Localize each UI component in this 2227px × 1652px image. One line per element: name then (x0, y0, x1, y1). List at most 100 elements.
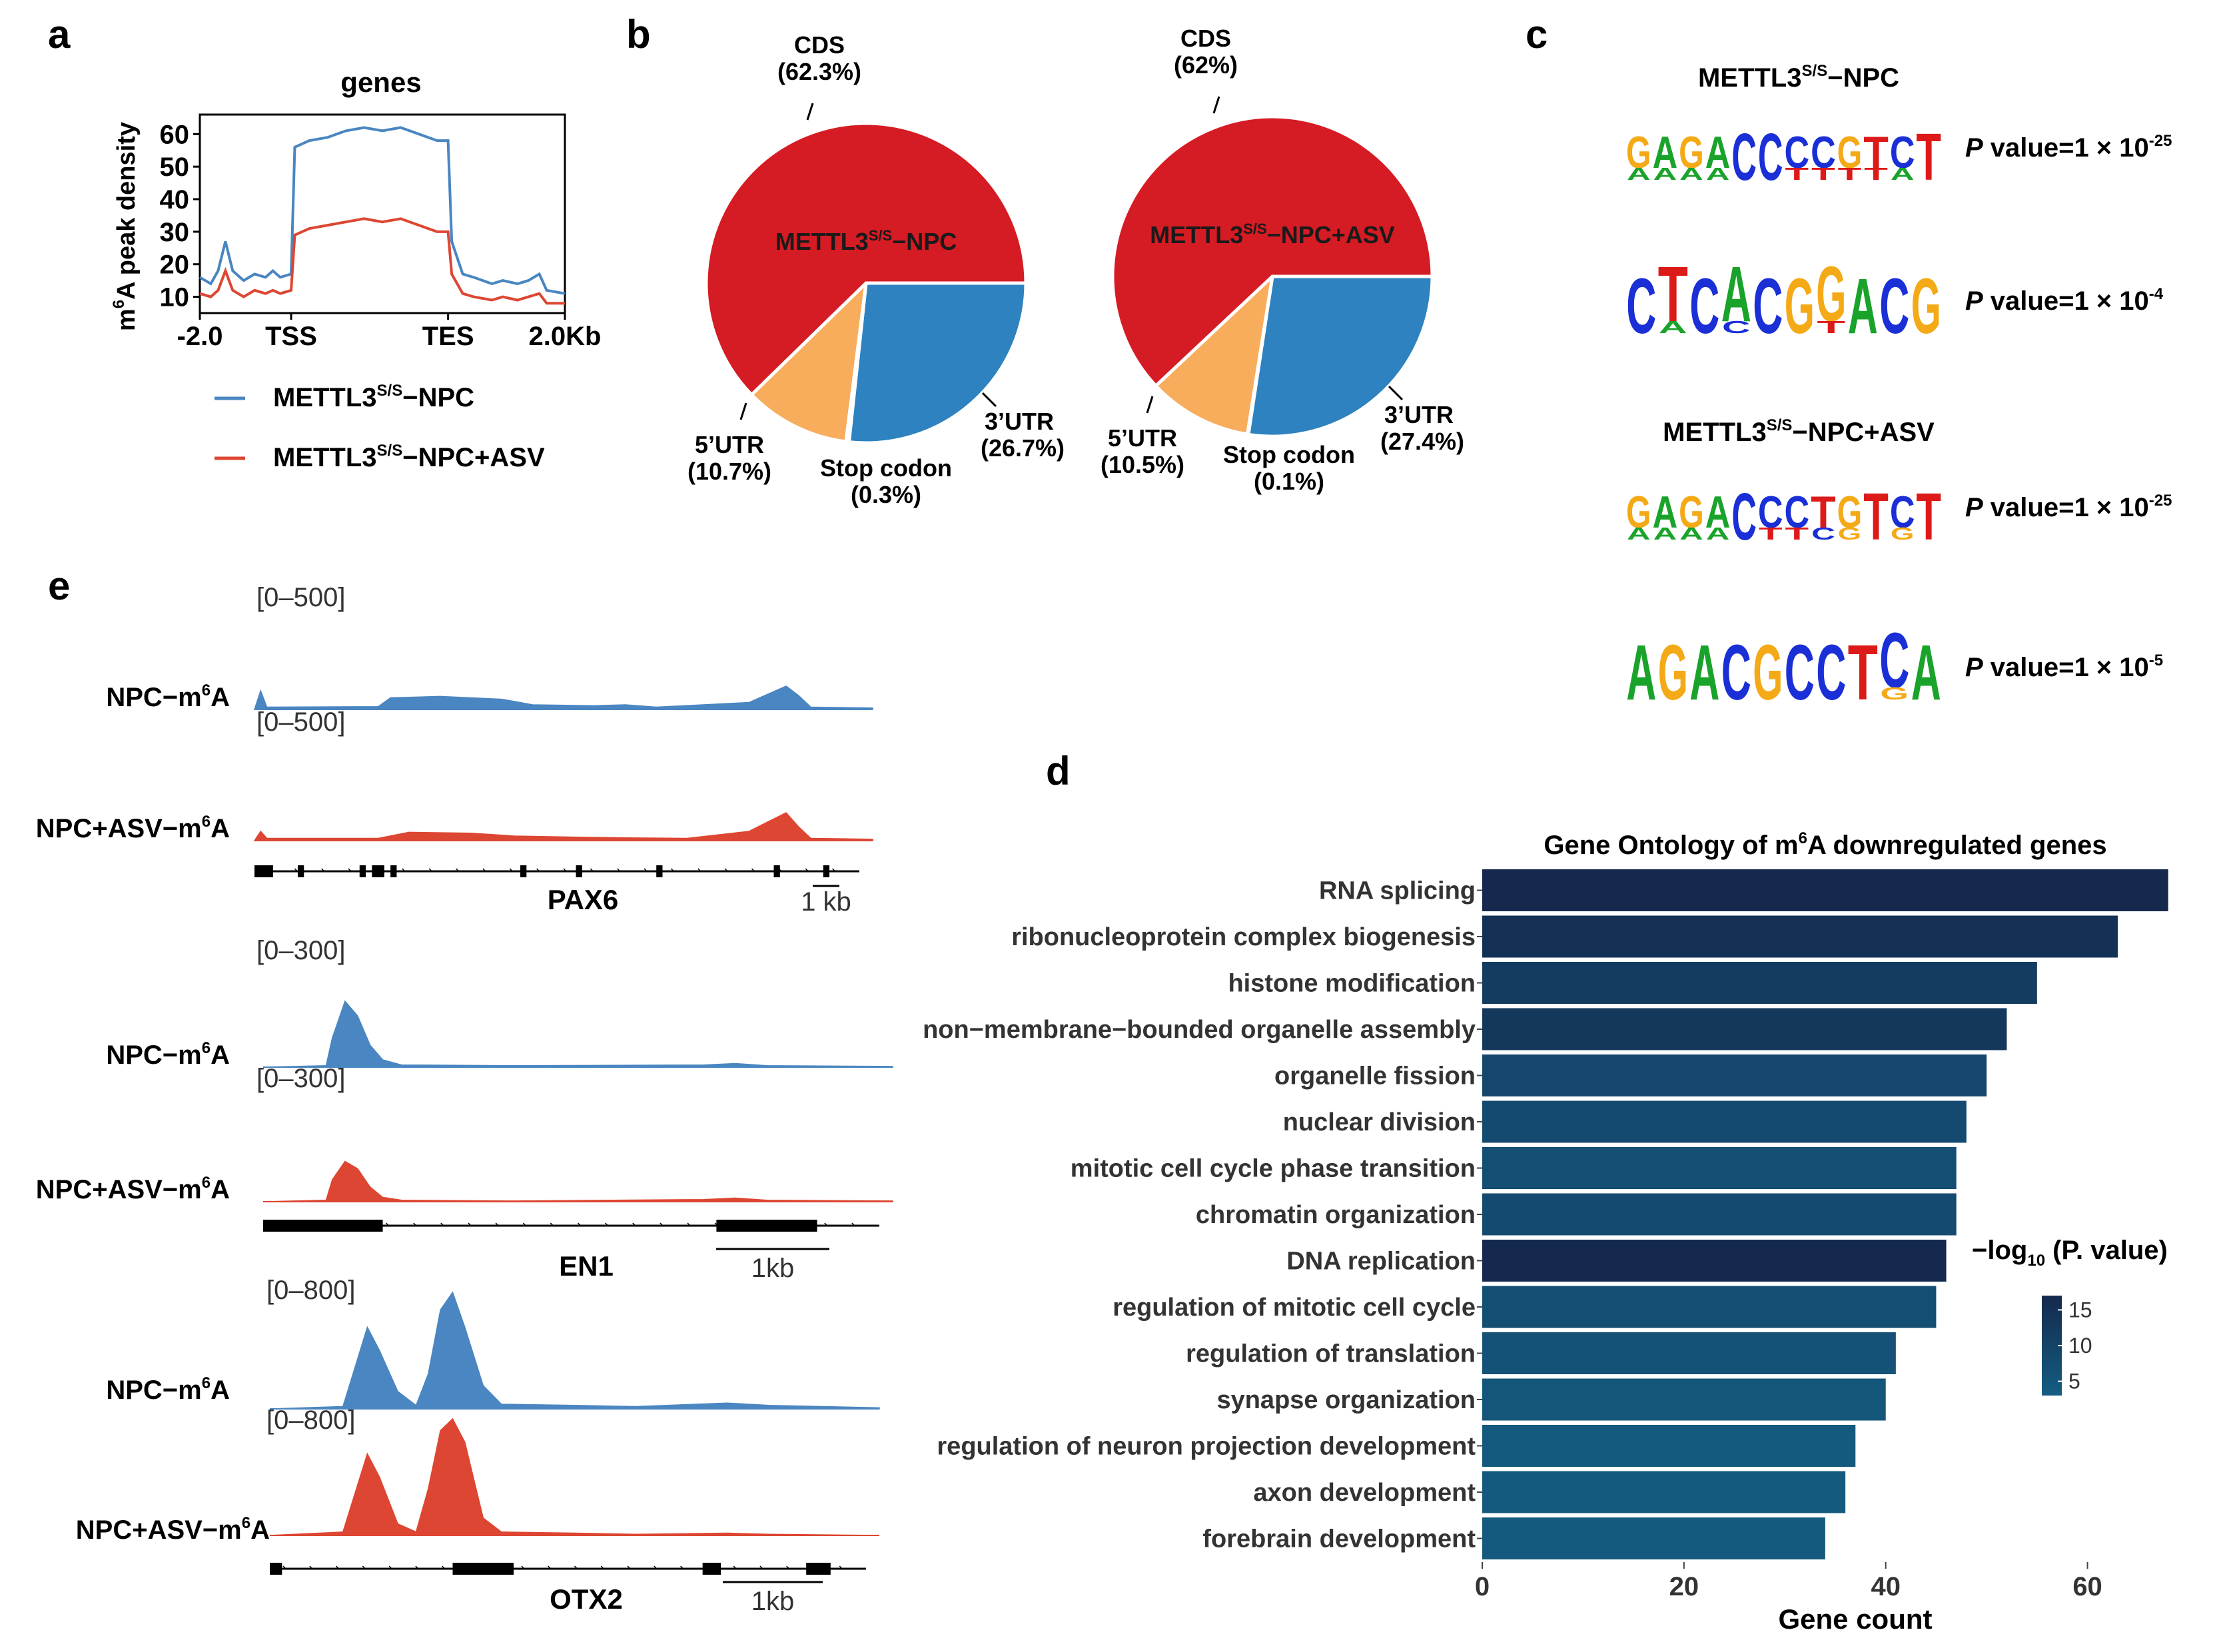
gene-strand-mark (522, 1222, 526, 1226)
motif-letter-minor: A (1679, 524, 1703, 544)
motif-letter: G (1626, 127, 1651, 178)
motif-p-value: P value=1 × 10-25 (1965, 132, 2172, 163)
motif-letter: C (1689, 262, 1719, 350)
gene-exon (270, 1563, 282, 1575)
gene-strand-mark (812, 1565, 816, 1569)
motif-letter-minor: A (1653, 164, 1677, 184)
track-range-label: [0–500] (256, 707, 345, 737)
panel-b-pies: METTL3S/S−NPCCDS(62.3%)3’UTR(26.7%)Stop … (687, 25, 1464, 508)
x-tick-label: 60 (2072, 1572, 2102, 1601)
motif-letter: C (1758, 120, 1783, 195)
gene-exon (716, 1220, 817, 1232)
gene-strand-mark (605, 1222, 609, 1226)
motif-letter: G (1626, 487, 1651, 538)
motif-letter-minor: G (1880, 683, 1909, 703)
gene-exon (823, 865, 830, 877)
go-term-label: organelle fission (1274, 1062, 1476, 1090)
pie-pct-utr3: (27.4%) (1380, 428, 1464, 455)
motif-letter: G (1679, 487, 1704, 538)
gene-exon (702, 1563, 721, 1575)
panel-d-legend-title: −log10 (P. value) (1972, 1236, 2168, 1270)
go-term-label: nuclear division (1283, 1108, 1476, 1136)
pie-pct-utr5: (10.5%) (1101, 451, 1184, 478)
motif-logo: A G A C G C C T CG A (1626, 617, 1941, 717)
go-bar (1482, 915, 2118, 958)
gene-strand-mark (577, 1222, 582, 1226)
gene-exon (520, 865, 527, 877)
series-line-npc (199, 126, 566, 295)
track-label-npc: NPC−m6A (106, 681, 230, 712)
gene-strand-mark (309, 1565, 313, 1569)
pie-label-cds: CDS (1180, 25, 1231, 52)
pie-leader-cds (1212, 96, 1220, 114)
gene-strand-mark (294, 868, 298, 872)
panel-letter-a: a (48, 12, 71, 57)
motif-letter: T (1916, 120, 1941, 195)
gene-strand-mark (574, 1565, 578, 1569)
go-bar (1482, 1332, 1896, 1374)
panel-d-color-legend: 15 10 5 (2042, 1296, 2092, 1396)
gene-strand-mark (617, 868, 621, 872)
signal-area-npc (269, 1291, 880, 1410)
signal-area-asv (253, 812, 873, 841)
motif-letter: G (1785, 262, 1815, 350)
track-group-otx2: [0–800] [0–800] NPC−m6A NPC+ASV−m6A OTX2 1kb (76, 1276, 880, 1616)
motif-letter: C (1879, 262, 1909, 350)
signal-area-asv (262, 1160, 893, 1202)
gene-strand-mark (374, 868, 378, 872)
signal-area-asv (269, 1418, 880, 1536)
motif-letter-minor: G (1891, 524, 1915, 544)
gene-strand-mark (797, 1222, 801, 1226)
gene-strand-mark (670, 868, 674, 872)
motif-letter: C (1811, 127, 1836, 178)
pie-leader-utr3 (981, 392, 997, 408)
scale-bar-label: 1 kb (801, 887, 851, 917)
motif-letter-minor: G (1838, 524, 1862, 544)
motif-letter: T (1848, 629, 1878, 717)
gene-strand-mark (321, 868, 325, 872)
x-tick-label: 40 (1871, 1572, 1901, 1601)
motif-letter: C (1731, 480, 1757, 554)
go-term-label: axon development (1253, 1479, 1476, 1507)
motif-letter: C (1626, 262, 1656, 350)
x-tick-label: 20 (1669, 1572, 1699, 1601)
y-tick-label: 40 (160, 185, 190, 214)
pie-slice-utr3 (847, 281, 1028, 445)
motif-group-title: METTL3S/S−NPC (1698, 62, 1899, 93)
gene-strand-mark (358, 1222, 362, 1226)
motif-letter: G (1816, 250, 1846, 338)
motif-letter: G (1837, 127, 1863, 178)
gene-exon (806, 1563, 831, 1575)
track-label-npc: NPC−m6A (106, 1374, 230, 1405)
gene-strand-mark (759, 1565, 763, 1569)
gene-strand-mark (413, 1222, 417, 1226)
motif-letter-minor: A (1706, 524, 1730, 544)
panel-a-title: genes (340, 67, 421, 98)
go-bar (1482, 869, 2168, 911)
panel-letter-b: b (626, 12, 651, 57)
gene-strand-mark (706, 1565, 710, 1569)
pie-slice-cds (704, 121, 1028, 398)
pie-label-stop: Stop codon (1223, 441, 1355, 468)
gene-strand-mark (786, 1565, 790, 1569)
gene-strand-mark (336, 1565, 340, 1569)
gene-exon (656, 865, 663, 877)
gene-strand-mark (388, 1565, 392, 1569)
scale-bar-label: 1kb (751, 1587, 795, 1616)
go-bar (1482, 1100, 1967, 1143)
motif-letter-minor: A (1706, 164, 1730, 184)
motif-letter-minor: T (1759, 524, 1783, 544)
colorbar-tick-label: 5 (2068, 1370, 2080, 1394)
gene-name-label: PAX6 (548, 884, 619, 915)
gene-strand-mark (563, 868, 567, 872)
pie-slice-utr5 (1153, 272, 1275, 436)
go-term-label: chromatin organization (1196, 1201, 1476, 1229)
motif-letter-minor: A (1679, 164, 1703, 184)
motif-letter: A (1705, 487, 1731, 538)
motif-letter-minor: T (1838, 164, 1862, 184)
y-tick-label: 60 (160, 120, 190, 149)
go-term-label: forebrain development (1202, 1525, 1476, 1553)
track-range-label: [0–300] (256, 936, 345, 965)
y-tick-label: 20 (160, 250, 190, 280)
